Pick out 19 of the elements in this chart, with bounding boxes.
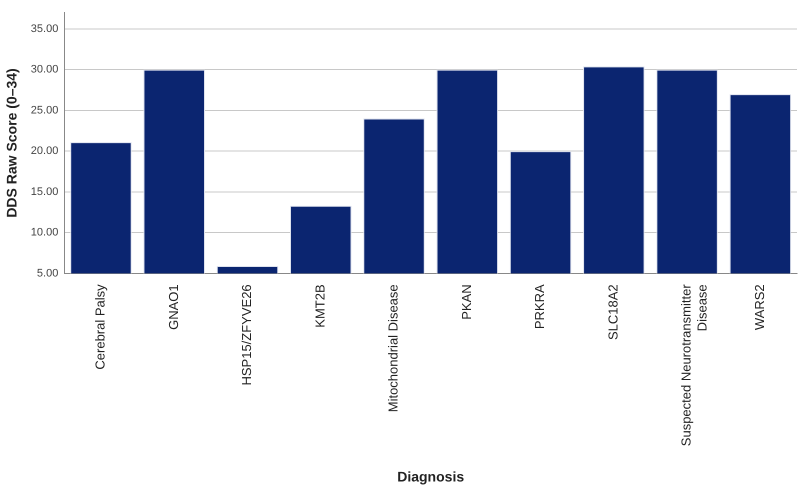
x-axis-title: Diagnosis — [397, 468, 464, 484]
x-tick-label: WARS2 — [752, 284, 767, 330]
y-tick-label: 30.00 — [30, 64, 58, 76]
y-tick-label: 35.00 — [30, 22, 58, 35]
y-axis-title: DDS Raw Score (0–34) — [3, 68, 20, 218]
x-tick-label: PRKRA — [532, 284, 548, 330]
y-tick-label: 5.00 — [36, 267, 58, 280]
x-tick-label: Cerebral Palsy — [92, 284, 108, 370]
x-tick-label: Mitochondrial Disease — [386, 284, 401, 412]
y-tick-label: 10.00 — [30, 226, 58, 239]
x-tick-label: KMT2B — [312, 284, 328, 328]
x-tick-label: SLC18A2 — [605, 284, 620, 340]
y-tick-label: 25.00 — [30, 104, 58, 116]
x-tick-label: GNAO1 — [166, 284, 181, 330]
y-tick-label: 20.00 — [30, 145, 58, 158]
x-tick-label: Suspected Neurotransmitter Disease — [678, 284, 710, 446]
x-tick-label: PKAN — [458, 284, 474, 320]
y-tick-label: 15.00 — [30, 186, 58, 198]
x-tick-label: HSP15/ZFYVE26 — [239, 284, 254, 386]
